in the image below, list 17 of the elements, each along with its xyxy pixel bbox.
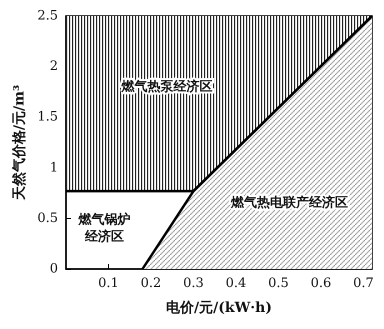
y-tick-label: 1 <box>50 160 58 176</box>
x-tick-label: 0.1 <box>98 276 119 291</box>
x-tick-label: 0.4 <box>226 276 246 291</box>
x-tick-label: 0.6 <box>310 276 332 291</box>
y-tick-label: 1.5 <box>37 110 58 125</box>
x-tick-label: 0.5 <box>268 276 289 291</box>
x-axis-title: 电价/元/(kW·h) <box>166 300 272 316</box>
y-tick-label: 0.5 <box>37 210 58 226</box>
x-tick-label: 0.7 <box>353 276 374 291</box>
annotation: 燃气热电联产经济区 <box>230 194 348 211</box>
y-axis-title: 天然气价格/元/m³ <box>11 84 28 202</box>
x-tick-label: 0.3 <box>183 276 204 291</box>
y-tick-label: 0 <box>50 262 58 276</box>
x-tick-label: 0.2 <box>140 276 162 291</box>
annotation: 燃气锅炉经济区 <box>77 212 130 245</box>
y-tick-label: 2.5 <box>37 8 58 24</box>
y-tick-label: 2 <box>50 59 58 74</box>
